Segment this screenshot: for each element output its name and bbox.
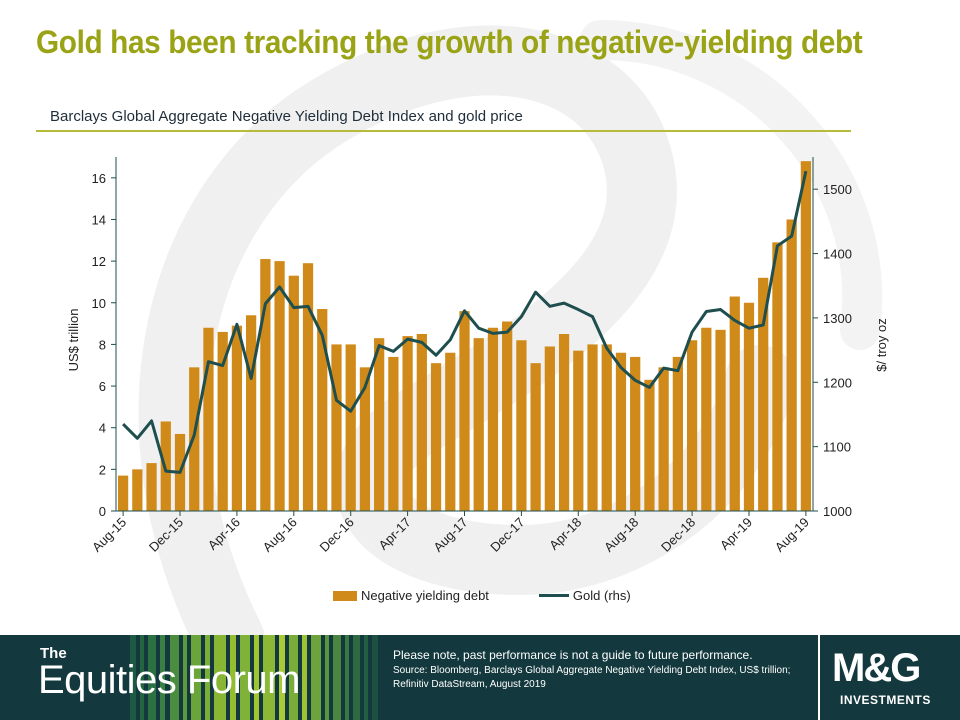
- x-tick-apr-16: Apr-16: [205, 515, 243, 553]
- chart-axes: [111, 157, 818, 516]
- chart-title: Barclays Global Aggregate Negative Yield…: [50, 108, 523, 125]
- bar-apr-18: [573, 350, 584, 511]
- bar-dec-16: [345, 344, 356, 511]
- mg-logo: M&G: [832, 646, 921, 690]
- bar-feb-17: [374, 338, 385, 511]
- footer-stripes: [130, 635, 378, 720]
- y-right-tick-1300: 1300: [823, 311, 852, 326]
- bar-dec-18: [686, 340, 698, 511]
- y-right-tick-1500: 1500: [823, 182, 852, 197]
- x-tick-dec-15: Dec-15: [146, 515, 186, 555]
- bar-nov-18: [672, 356, 683, 511]
- x-tick-dec-18: Dec-18: [658, 515, 698, 555]
- x-tick-dec-16: Dec-16: [317, 515, 357, 555]
- bar-aug-18: [630, 356, 641, 511]
- bar-mar-17: [388, 356, 399, 511]
- y-left-tick-14: 14: [92, 212, 106, 227]
- x-tick-apr-17: Apr-17: [376, 515, 414, 553]
- y-left-tick-12: 12: [92, 254, 106, 269]
- brand-name: Equities Forum: [38, 658, 300, 702]
- bar-sep-16: [302, 263, 314, 511]
- y-right-tick-1200: 1200: [823, 375, 852, 390]
- x-tick-aug-15: Aug-15: [89, 515, 129, 555]
- bar-oct-17: [487, 327, 499, 511]
- x-tick-aug-18: Aug-18: [601, 515, 641, 555]
- bar-mar-16: [217, 331, 228, 511]
- title-divider: [36, 130, 851, 132]
- bar-jul-17: [445, 352, 456, 511]
- source-text: Source: Bloomberg, Barclays Global Aggre…: [393, 665, 791, 690]
- y-left-tick-0: 0: [99, 504, 106, 519]
- y-left-tick-2: 2: [99, 462, 106, 477]
- bar-mar-18: [558, 334, 570, 511]
- bar-oct-15: [146, 463, 157, 511]
- bar-jul-18: [615, 352, 627, 511]
- bar-jun-19: [772, 242, 783, 511]
- bar-mar-19: [729, 296, 740, 511]
- line-series-gold: [122, 170, 808, 474]
- bar-jun-18: [601, 344, 612, 511]
- footer-bar: [0, 635, 960, 720]
- x-tick-aug-17: Aug-17: [430, 515, 470, 555]
- x-tick-dec-17: Dec-17: [487, 515, 527, 555]
- bar-jan-18: [530, 363, 541, 511]
- y-left-tick-4: 4: [99, 421, 106, 436]
- bar-aug-15: [117, 475, 129, 511]
- bar-feb-18: [544, 346, 555, 511]
- legend-swatch-line: [538, 594, 569, 597]
- bar-apr-19: [743, 302, 755, 511]
- bar-jun-17: [430, 363, 442, 511]
- bar-apr-16: [231, 325, 243, 511]
- bar-aug-17: [459, 311, 470, 511]
- bar-aug-19: [800, 161, 812, 511]
- bar-may-17: [416, 334, 427, 511]
- y-left-tick-10: 10: [92, 296, 106, 311]
- y-axis-left-label: US$ trillion: [66, 309, 81, 372]
- y-right-tick-1400: 1400: [823, 247, 852, 262]
- bar-feb-16: [203, 327, 214, 511]
- bar-sep-15: [132, 469, 143, 511]
- legend-label-gold: Gold (rhs): [572, 588, 631, 603]
- bar-series-negative-yielding-debt: [117, 161, 812, 511]
- bar-sep-17: [473, 338, 484, 511]
- page-headline: Gold has been tracking the growth of neg…: [36, 24, 863, 60]
- bar-dec-17: [516, 340, 527, 511]
- y-right-tick-1000: 1000: [823, 504, 852, 519]
- footer-divider: [818, 635, 820, 720]
- y-axis-right-label: $/ troy oz: [874, 318, 889, 371]
- x-tick-apr-19: Apr-19: [717, 515, 755, 553]
- bar-jan-19: [701, 327, 712, 511]
- legend-label-debt: Negative yielding debt: [361, 588, 489, 603]
- x-tick-aug-16: Aug-16: [260, 515, 300, 555]
- x-tick-aug-19: Aug-19: [772, 515, 812, 555]
- y-right-tick-1100: 1100: [823, 440, 851, 455]
- bar-oct-16: [317, 309, 328, 511]
- bar-may-19: [758, 277, 769, 511]
- bar-oct-18: [658, 367, 669, 511]
- bar-may-18: [587, 344, 598, 511]
- disclaimer-text: Please note, past performance is not a g…: [393, 648, 753, 662]
- chart-legend: Negative yielding debt Gold (rhs): [333, 588, 631, 603]
- bar-sep-18: [644, 379, 655, 511]
- mg-logo-subtitle: INVESTMENTS: [840, 693, 931, 707]
- bar-jul-19: [786, 219, 797, 511]
- legend-swatch-bar: [333, 590, 357, 601]
- bar-jul-16: [274, 261, 285, 511]
- bar-may-16: [246, 315, 257, 511]
- bar-jun-16: [260, 259, 271, 511]
- x-tick-apr-18: Apr-18: [546, 515, 584, 553]
- combo-chart: 0 2 4 6 8 10 12 14 16 1000 1100 1200 1300 1400 1500 Aug…: [66, 157, 889, 555]
- bar-jan-17: [359, 367, 371, 511]
- bar-nov-17: [502, 321, 513, 511]
- bar-feb-19: [715, 329, 726, 511]
- bar-aug-16: [288, 275, 299, 511]
- brand-prefix: The: [40, 645, 67, 662]
- bar-apr-17: [402, 336, 413, 511]
- y-left-tick-16: 16: [92, 171, 106, 186]
- bar-nov-16: [331, 344, 342, 511]
- y-left-tick-8: 8: [99, 337, 106, 352]
- y-left-tick-6: 6: [99, 379, 106, 394]
